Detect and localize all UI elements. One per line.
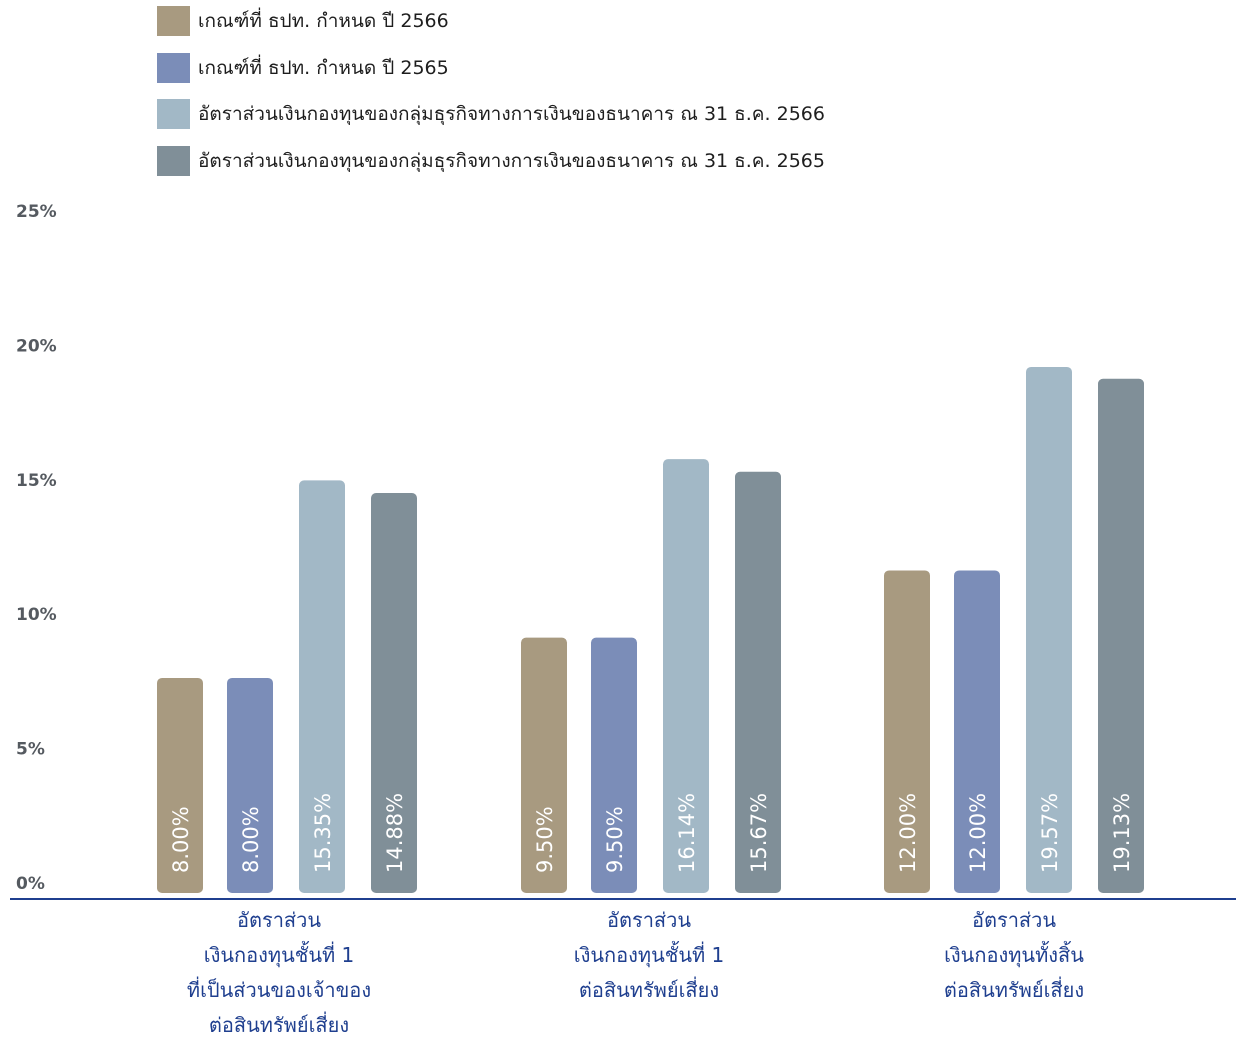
bar bbox=[299, 480, 345, 893]
bar-value-label: 19.13% bbox=[1110, 793, 1134, 873]
category-label-line: อัตราส่วน bbox=[971, 908, 1057, 932]
bar-value-label: 8.00% bbox=[239, 806, 263, 873]
bar bbox=[1098, 378, 1144, 893]
bar bbox=[954, 570, 1000, 893]
y-tick-label: 15% bbox=[16, 471, 57, 491]
legend-label: อัตราส่วนเงินกองทุนของกลุ่มธุรกิจทางการเ… bbox=[198, 149, 825, 172]
legend-swatch bbox=[157, 52, 190, 83]
legend-swatch bbox=[157, 145, 190, 176]
bar-value-label: 15.67% bbox=[747, 793, 771, 873]
category-label: อัตราส่วน เงินกองทุนทั้งสิ้น ต่อสินทรัพย… bbox=[884, 903, 1144, 1008]
legend-item: เกณฑ์ที่ ธปท. กำหนด ปี 2566 bbox=[157, 6, 825, 36]
bar bbox=[371, 493, 417, 893]
bar bbox=[663, 459, 709, 893]
bar bbox=[735, 471, 781, 893]
bar-value-label: 14.88% bbox=[383, 793, 407, 873]
y-tick-label: 0% bbox=[16, 874, 45, 894]
legend-item: อัตราส่วนเงินกองทุนของกลุ่มธุรกิจทางการเ… bbox=[157, 145, 825, 176]
bar bbox=[157, 677, 203, 893]
category-label-line: เงินกองทุนทั้งสิ้น bbox=[944, 943, 1084, 967]
bar bbox=[591, 637, 637, 893]
category-label-line: อัตราส่วน bbox=[606, 908, 692, 932]
legend-swatch bbox=[157, 6, 190, 36]
category-label-line: ต่อสินทรัพย์เสี่ยง bbox=[943, 978, 1085, 1002]
category-label-line: ที่เป็นส่วนของเจ้าของ bbox=[186, 978, 372, 1002]
bar-value-label: 12.00% bbox=[896, 793, 920, 873]
category-label: อัตราส่วน เงินกองทุนชั้นที่ 1 ต่อสินทรัพ… bbox=[519, 903, 779, 1008]
legend-item: เกณฑ์ที่ ธปท. กำหนด ปี 2565 bbox=[157, 52, 825, 83]
bar-value-label: 8.00% bbox=[169, 806, 193, 873]
bar-value-label: 15.35% bbox=[311, 793, 335, 873]
bar-value-label: 9.50% bbox=[603, 806, 627, 873]
chart-legend: เกณฑ์ที่ ธปท. กำหนด ปี 2566 เกณฑ์ที่ ธปท… bbox=[157, 6, 825, 192]
category-label-line: เงินกองทุนชั้นที่ 1 bbox=[203, 943, 355, 967]
category-label-line: อัตราส่วน bbox=[236, 908, 322, 932]
bar bbox=[884, 570, 930, 893]
bar bbox=[227, 677, 273, 893]
bar bbox=[1026, 366, 1072, 894]
bar-value-label: 16.14% bbox=[675, 793, 699, 873]
legend-label: เกณฑ์ที่ ธปท. กำหนด ปี 2565 bbox=[198, 56, 449, 79]
legend-label: อัตราส่วนเงินกองทุนของกลุ่มธุรกิจทางการเ… bbox=[198, 103, 825, 125]
category-label-line: ต่อสินทรัพย์เสี่ยง bbox=[208, 1013, 350, 1037]
y-tick-label: 5% bbox=[16, 740, 45, 760]
bar-value-label: 19.57% bbox=[1038, 793, 1062, 873]
bar bbox=[521, 637, 567, 893]
legend-item: อัตราส่วนเงินกองทุนของกลุ่มธุรกิจทางการเ… bbox=[157, 99, 825, 129]
y-tick-label: 10% bbox=[16, 605, 57, 625]
legend-label: เกณฑ์ที่ ธปท. กำหนด ปี 2566 bbox=[198, 10, 449, 32]
y-tick-label: 20% bbox=[16, 336, 57, 356]
bar-value-label: 12.00% bbox=[966, 793, 990, 873]
category-label-line: ต่อสินทรัพย์เสี่ยง bbox=[578, 978, 720, 1002]
category-label-line: เงินกองทุนชั้นที่ 1 bbox=[573, 943, 725, 967]
bar-value-label: 9.50% bbox=[533, 806, 557, 873]
legend-swatch bbox=[157, 99, 190, 129]
y-tick-label: 25% bbox=[16, 202, 57, 222]
category-label: อัตราส่วน เงินกองทุนชั้นที่ 1 ที่เป็นส่ว… bbox=[149, 903, 409, 1043]
